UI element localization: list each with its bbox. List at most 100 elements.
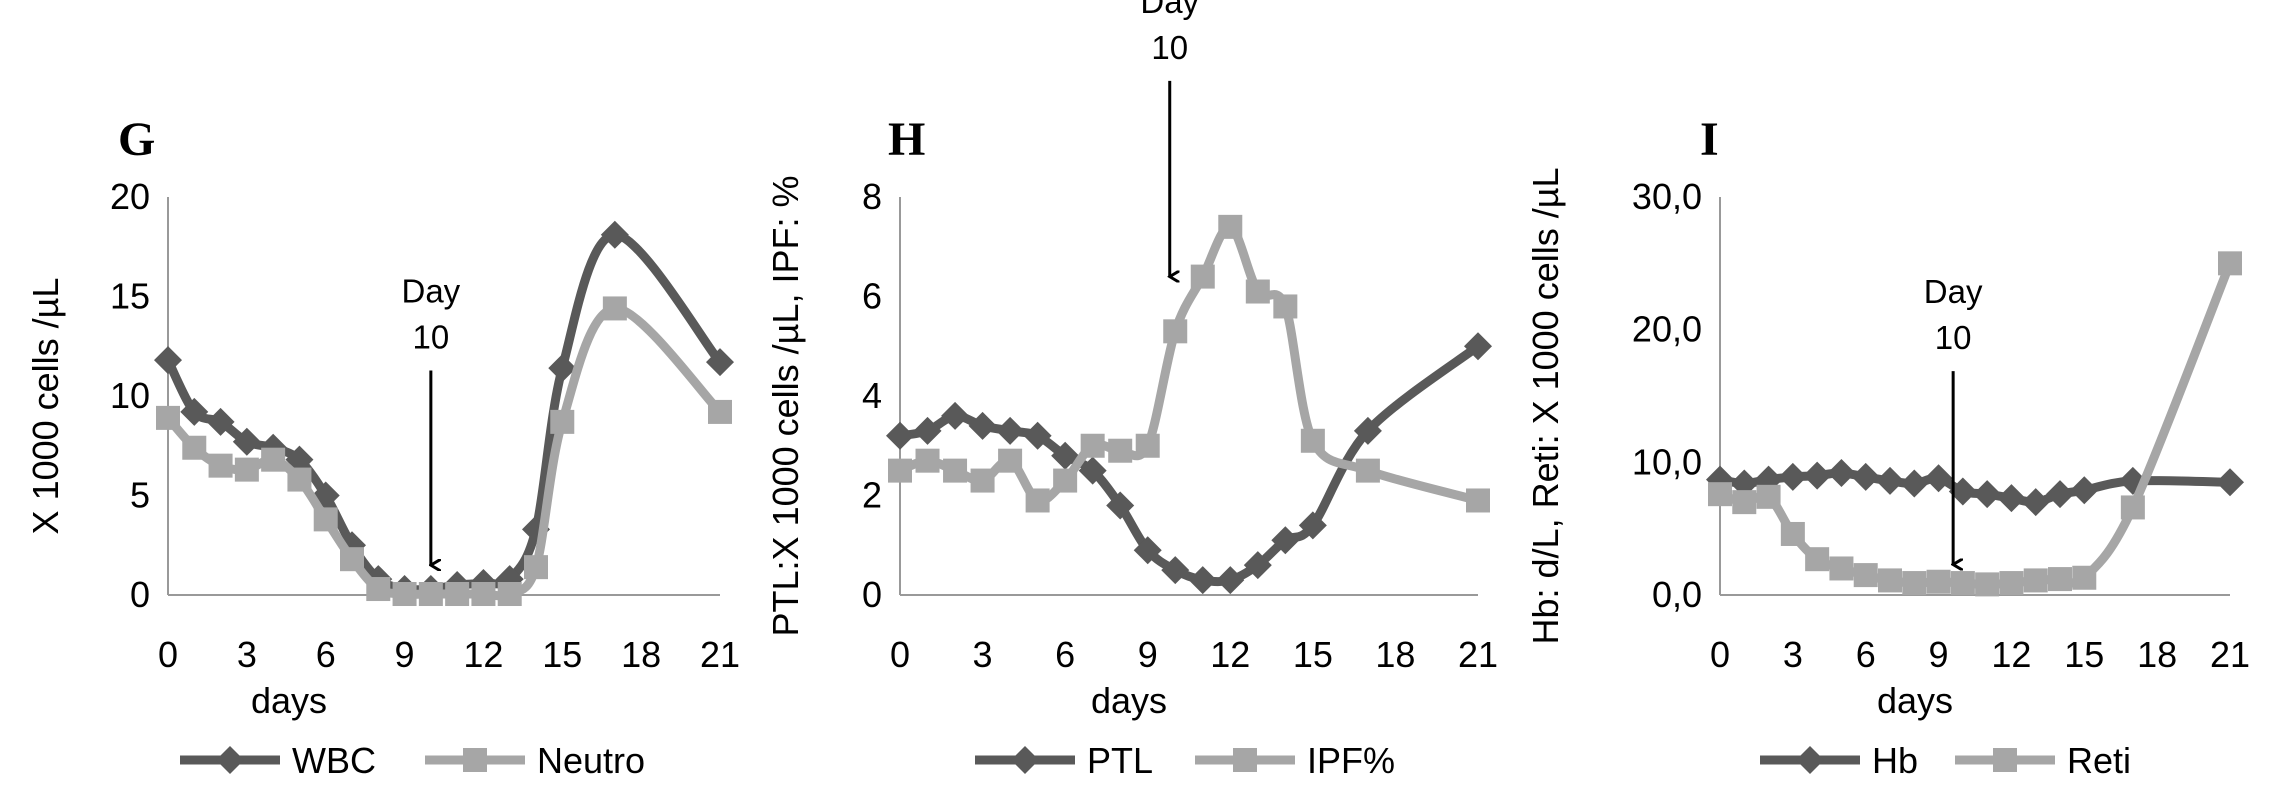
y-tick-label: 8 [862,176,882,217]
data-point-square [1300,428,1325,453]
data-point-diamond [913,416,942,445]
data-point-diamond [1298,511,1327,540]
annotation-day-label: Day [402,272,461,309]
data-point-square [497,582,522,607]
data-point-square [1218,214,1243,239]
data-point-square [1999,571,2024,596]
data-point-diamond [1948,477,1977,506]
data-point-diamond [1051,441,1080,470]
data-point-square [524,555,548,580]
data-point-square [208,453,233,478]
data-point-square [471,582,496,607]
data-point-diamond [1271,526,1300,555]
annotation-day-number: 10 [412,318,449,355]
data-point-diamond [600,220,629,249]
data-point-diamond [154,346,182,375]
data-point-diamond [2216,468,2244,497]
data-point-square [1466,488,1490,513]
data-point-square [1829,556,1854,581]
data-point-square [1163,319,1188,344]
y-tick-label: 2 [862,475,882,516]
y-tick-label: 30,0 [1632,176,1702,217]
legend-swatch-diamond [1796,746,1824,774]
y-axis-title: PTL:X 1000 cells /µL, IPF: % [765,176,806,637]
data-point-diamond [180,397,209,426]
data-point-diamond [1876,466,1904,495]
y-tick-label: 6 [862,276,882,317]
legend-swatch-diamond [1011,746,1039,774]
x-tick-label: 9 [1929,634,1949,675]
x-tick-label: 9 [1138,634,1158,675]
y-tick-label: 20 [110,176,150,217]
data-point-square [1732,490,1757,515]
data-point-square [888,458,912,483]
annotation-day-label: Day [1924,273,1983,310]
data-point-diamond [886,421,914,450]
legend-label: PTL [1087,740,1153,781]
x-tick-label: 12 [1991,634,2031,675]
chart-panel-h: H 0 2 4 6 8 0 3 6 9 12 15 18 21 days PTL:X 1000 cells /… [765,0,1498,781]
data-point-square [261,447,286,472]
data-point-diamond [1133,536,1162,565]
legend-swatch-diamond [216,746,244,774]
x-tick-label: 15 [542,634,582,675]
annotation-day-number: 10 [1935,319,1972,356]
panel-label: H [888,113,925,166]
data-point-diamond [2021,488,2050,517]
data-point-diamond [1106,491,1135,520]
data-point-square [2218,251,2242,276]
data-point-square [943,458,968,483]
x-tick-label: 6 [1856,634,1876,675]
data-point-square [1756,484,1781,509]
data-point-diamond [1216,566,1245,595]
legend-swatch-square [1993,748,2017,772]
data-point-diamond [941,401,970,430]
data-point-diamond [1851,462,1880,491]
annotation-day-number: 10 [1151,29,1188,66]
data-point-square [998,448,1023,473]
y-tick-label: 0 [130,574,150,615]
x-tick-label: 21 [1458,634,1498,675]
data-point-square [234,457,259,482]
data-point-square [1190,264,1215,289]
data-point-diamond [206,407,235,436]
x-tick-label: 3 [1783,634,1803,675]
data-point-diamond [2046,480,2074,509]
y-tick-label: 10 [110,375,150,416]
x-tick-label: 3 [237,634,257,675]
chart-panel-g: G 0 5 10 15 20 0 3 6 9 12 15 18 21 days X 1000 cells /µ… [25,113,740,781]
series-line-ptl [899,342,1481,587]
data-point-square [418,582,443,607]
data-point-square [182,435,207,460]
y-tick-label: 0 [862,574,882,615]
data-point-square [970,468,995,493]
legend-label: Hb [1872,740,1918,781]
x-tick-label: 21 [700,634,740,675]
y-tick-label: 0,0 [1652,574,1702,615]
data-point-diamond [548,354,577,383]
data-point-square [1975,572,2000,597]
x-axis-title: days [1877,680,1953,721]
x-tick-label: 0 [890,634,910,675]
x-tick-label: 12 [463,634,503,675]
data-point-diamond [1997,484,2026,513]
data-point-diamond [1803,461,1832,490]
x-tick-label: 6 [316,634,336,675]
legend-label: Reti [2067,740,2131,781]
data-point-square [550,409,575,434]
data-point-diamond [1924,464,1953,493]
data-point-diamond [2070,476,2099,505]
data-point-diamond [1973,480,2002,509]
x-tick-label: 0 [1710,634,1730,675]
data-point-square [1108,438,1133,463]
data-point-square [1780,521,1805,546]
data-point-square [1878,568,1902,593]
data-point-square [156,405,180,430]
data-point-square [1053,468,1078,493]
chart-panel-i: I 0,0 10,0 20,0 30,0 0 3 6 9 12 15 18 21 days Hb: d/L,… [1525,113,2250,781]
data-point-diamond [1778,462,1807,491]
data-point-square [708,399,732,424]
data-point-square [1853,563,1878,588]
data-point-square [1025,488,1050,513]
data-point-diamond [1078,456,1107,485]
